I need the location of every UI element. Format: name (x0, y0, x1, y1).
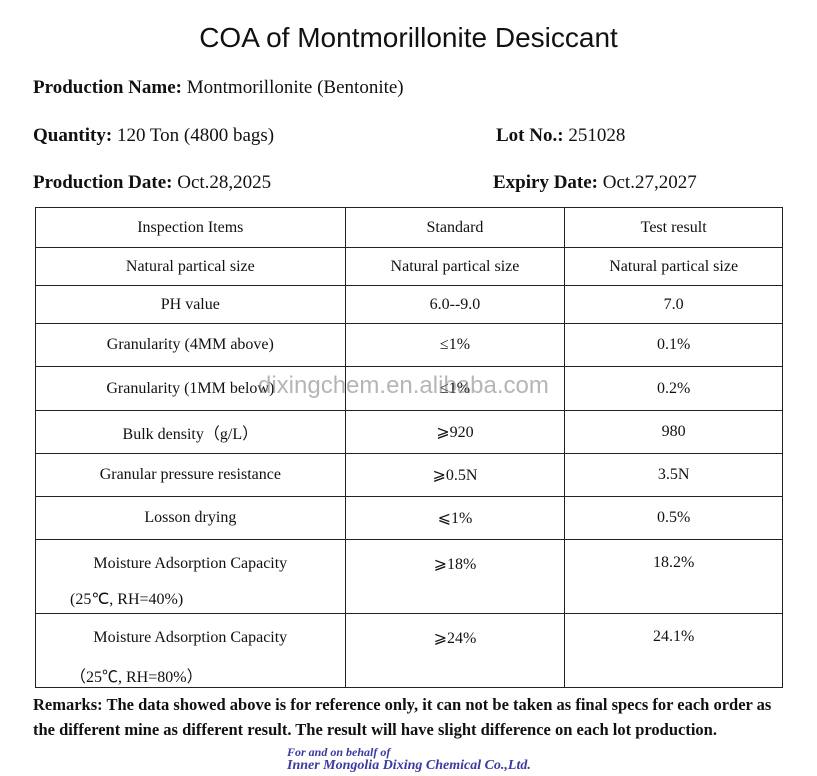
table-cell: 7.0 (564, 285, 783, 324)
table-cell: ≤1% (344, 323, 566, 367)
field-label: Quantity: (33, 125, 113, 146)
table-cell: 0.1% (564, 323, 783, 367)
table-cell: 6.0--9.0 (344, 285, 566, 324)
field-value: Oct.28,2025 (177, 172, 272, 193)
table-cell: Moisture Adsorption Capacity （25℃, RH=80%… (35, 613, 346, 688)
field-value: Montmorillonite (Bentonite) (186, 77, 404, 98)
table-cell: 3.5N (564, 453, 783, 497)
table-row: Granular pressure resistance ⩾0.5N 3.5N (35, 453, 783, 497)
table-cell: Granular pressure resistance (35, 453, 346, 497)
item-text: Moisture Adsorption Capacity (93, 555, 288, 572)
table-cell: 24.1% (564, 613, 783, 688)
header-cell: Standard (344, 207, 566, 248)
table-cell: ⩽1% (344, 496, 566, 540)
table-cell: Natural partical size (344, 247, 566, 286)
table-cell: ⩾0.5N (344, 453, 566, 497)
header-cell: Inspection Items (35, 207, 346, 248)
table-row: Granularity (4MM above) ≤1% 0.1% (35, 323, 783, 367)
footer-line: For and on behalf of (287, 745, 391, 759)
field-label: Production Date: (33, 172, 173, 193)
title: COA of Montmorillonite Desiccant (199, 22, 618, 53)
item-note: (25℃, RH=40%) (70, 591, 184, 608)
field-value: 120 Ton (4800 bags) (116, 125, 275, 146)
table-row: PH value 6.0--9.0 7.0 (35, 285, 783, 324)
item-text: Moisture Adsorption Capacity (93, 629, 288, 646)
table-cell: ⩾920 (344, 410, 566, 454)
table-cell: 18.2% (564, 539, 783, 614)
table-row: Natural partical size Natural partical si… (35, 247, 783, 286)
field-value: Oct.27,2027 (602, 172, 697, 193)
table-cell: PH value (35, 285, 346, 324)
table-row: Bulk density（g/L） ⩾920 980 (35, 410, 783, 454)
field-value: 251028 (568, 125, 626, 146)
table-cell: Moisture Adsorption Capacity (25℃, RH=40%… (35, 539, 346, 614)
table-row: Moisture Adsorption Capacity (25℃, RH=40%… (35, 539, 783, 614)
table-cell: Bulk density（g/L） (35, 410, 346, 454)
cell-text: 24.1% (652, 628, 695, 645)
field-label: Expiry Date: (493, 172, 599, 193)
table-cell: ≤1% (344, 366, 566, 411)
table-row: Losson drying ⩽1% 0.5% (35, 496, 783, 540)
field-label: Production Name: (33, 77, 182, 98)
table-cell: Granularity (4MM above) (35, 323, 346, 367)
cell-text: 18.2% (652, 554, 695, 571)
watermark: dixingchem.en.alibaba.com (258, 372, 549, 399)
table-cell: ⩾24% (344, 613, 566, 688)
table-cell: 0.2% (564, 366, 783, 411)
field: Expiry Date: Oct.27,2027 (493, 172, 697, 194)
field: Production Name: Montmorillonite (Benton… (33, 77, 404, 99)
field: Quantity: 120 Ton (4800 bags) (33, 125, 274, 147)
header-cell: Test result (564, 207, 783, 248)
table-cell: Natural partical size (35, 247, 346, 286)
coa-table: Inspection Items Standard Test result Na… (35, 207, 783, 688)
remarks-text: The data showed above is for reference o… (33, 695, 772, 739)
footer-company: Inner Mongolia Dixing Chemical Co.,Ltd. (287, 758, 531, 773)
table-row: Moisture Adsorption Capacity （25℃, RH=80%… (35, 613, 783, 688)
field: Lot No.: 251028 (496, 125, 625, 147)
cell-text: ⩾18% (433, 556, 477, 573)
remarks: Remarks: The data showed above is for re… (33, 692, 793, 742)
table-cell: Natural partical size (564, 247, 783, 286)
item-note: （25℃, RH=80%） (70, 669, 203, 686)
header-row: Inspection Items Standard Test result (35, 207, 783, 248)
field: Production Date: Oct.28,2025 (33, 172, 271, 194)
field-label: Lot No.: (496, 125, 564, 146)
table-row: Granularity (1MM below) ≤1% 0.2% (35, 366, 783, 411)
table-cell: 980 (564, 410, 783, 454)
table-cell: Granularity (1MM below) (35, 366, 346, 411)
table-cell: Losson drying (35, 496, 346, 540)
table-cell: ⩾18% (344, 539, 566, 614)
remarks-label: Remarks: (33, 695, 103, 714)
cell-text: ⩾24% (433, 630, 477, 647)
table-cell: 0.5% (564, 496, 783, 540)
